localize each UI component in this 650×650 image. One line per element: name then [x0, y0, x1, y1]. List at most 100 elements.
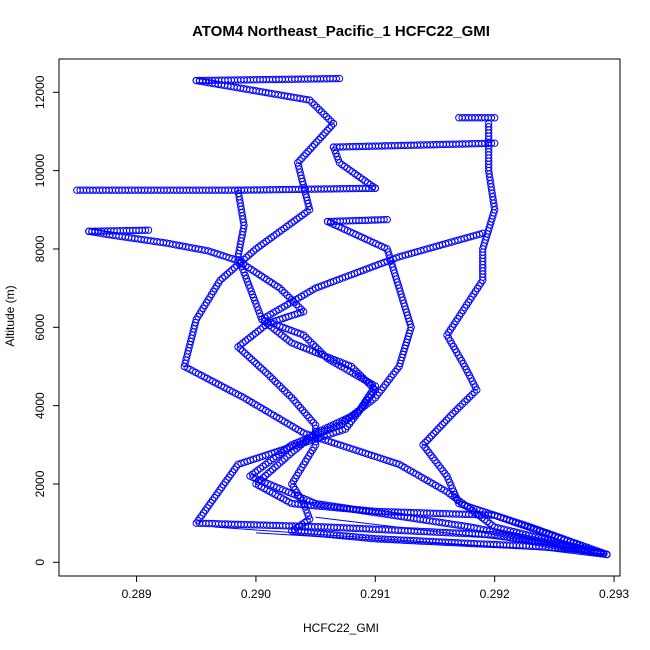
- data-point: [280, 289, 289, 297]
- data-point: [302, 149, 310, 158]
- data-point: [308, 142, 317, 151]
- data-point: [252, 300, 260, 308]
- data-point: [268, 465, 277, 474]
- x-tick-label: 0.291: [360, 587, 390, 601]
- data-point: [249, 247, 258, 255]
- data-point: [334, 155, 343, 164]
- data-point: [276, 382, 284, 390]
- data-point: [273, 327, 281, 335]
- data-point: [251, 329, 260, 337]
- y-tick-label: 12000: [33, 75, 47, 109]
- data-point: [268, 375, 277, 383]
- data-point: [280, 333, 288, 341]
- data-point: [273, 379, 282, 388]
- data-point: [305, 414, 313, 422]
- data-point: [321, 129, 329, 137]
- data-point: [233, 261, 241, 270]
- data-point: [254, 327, 262, 335]
- data-point: [310, 140, 319, 149]
- data-point: [243, 351, 251, 360]
- data-point: [317, 108, 326, 116]
- data-point: [359, 374, 368, 382]
- x-tick-label: 0.293: [599, 587, 629, 601]
- data-point: [239, 339, 247, 347]
- data-point: [453, 405, 462, 413]
- data-point: [283, 389, 291, 397]
- y-axis-label: Altitude (m): [3, 285, 17, 346]
- data-point: [338, 426, 347, 434]
- data-point: [253, 303, 261, 311]
- data-point: [319, 131, 327, 139]
- data-point: [430, 429, 438, 438]
- data-point: [242, 275, 251, 283]
- data-point: [315, 136, 323, 144]
- data-point: [485, 123, 493, 131]
- data-point: [317, 133, 325, 142]
- data-point: [283, 291, 291, 299]
- data-point: [223, 270, 232, 278]
- y-tick-label: 2000: [33, 470, 47, 497]
- data-point: [235, 259, 243, 268]
- data-point: [246, 333, 255, 341]
- data-point: [297, 305, 305, 313]
- data-point: [255, 309, 264, 317]
- data-point: [276, 459, 284, 467]
- data-point: [304, 336, 313, 344]
- data-point: [283, 335, 291, 343]
- data-point: [239, 265, 247, 274]
- data-point: [252, 360, 261, 368]
- data-point: [247, 287, 255, 295]
- data-point: [310, 101, 319, 109]
- data-point: [298, 154, 306, 162]
- data-point: [270, 325, 279, 333]
- data-point: [191, 318, 200, 327]
- data-point: [354, 369, 363, 378]
- data-point: [306, 145, 315, 153]
- data-point: [456, 402, 464, 411]
- data-point: [490, 114, 499, 122]
- data-point: [246, 284, 254, 292]
- data-point: [271, 377, 279, 386]
- data-point: [449, 409, 457, 418]
- data-point: [278, 286, 286, 295]
- data-point: [309, 419, 318, 427]
- data-point: [292, 399, 300, 407]
- data-point: [312, 138, 321, 146]
- data-point: [369, 383, 377, 392]
- data-point: [329, 119, 338, 128]
- data-point: [427, 432, 436, 440]
- data-point: [240, 268, 248, 277]
- x-axis: 0.289 0.290 0.291 0.292 0.293: [122, 575, 629, 601]
- data-point: [251, 296, 259, 305]
- data-point: [141, 226, 150, 234]
- data-point: [296, 404, 305, 412]
- data-point: [444, 414, 453, 422]
- data-point: [268, 323, 276, 331]
- data-point: [225, 268, 234, 276]
- data-point: [216, 276, 224, 284]
- y-tick-label: 6000: [33, 314, 47, 341]
- data-point: [266, 467, 274, 476]
- data-point: [264, 469, 272, 478]
- data-point: [320, 110, 328, 118]
- data-point: [285, 337, 293, 345]
- data-point: [243, 278, 252, 286]
- data-point: [357, 372, 365, 380]
- data-point: [261, 368, 270, 376]
- data-point: [278, 457, 286, 465]
- data-point: [304, 147, 312, 155]
- data-point: [241, 337, 250, 345]
- data-point: [350, 365, 358, 373]
- data-point: [237, 262, 246, 270]
- data-point: [461, 398, 469, 406]
- data-point: [436, 423, 444, 431]
- data-point: [371, 386, 380, 394]
- data-point: [236, 341, 245, 349]
- data-point: [294, 162, 303, 170]
- data-point: [218, 274, 227, 282]
- data-point: [364, 379, 372, 387]
- data-point: [327, 117, 335, 125]
- data-point: [280, 455, 289, 463]
- data-point: [254, 306, 263, 314]
- data-point: [241, 349, 249, 357]
